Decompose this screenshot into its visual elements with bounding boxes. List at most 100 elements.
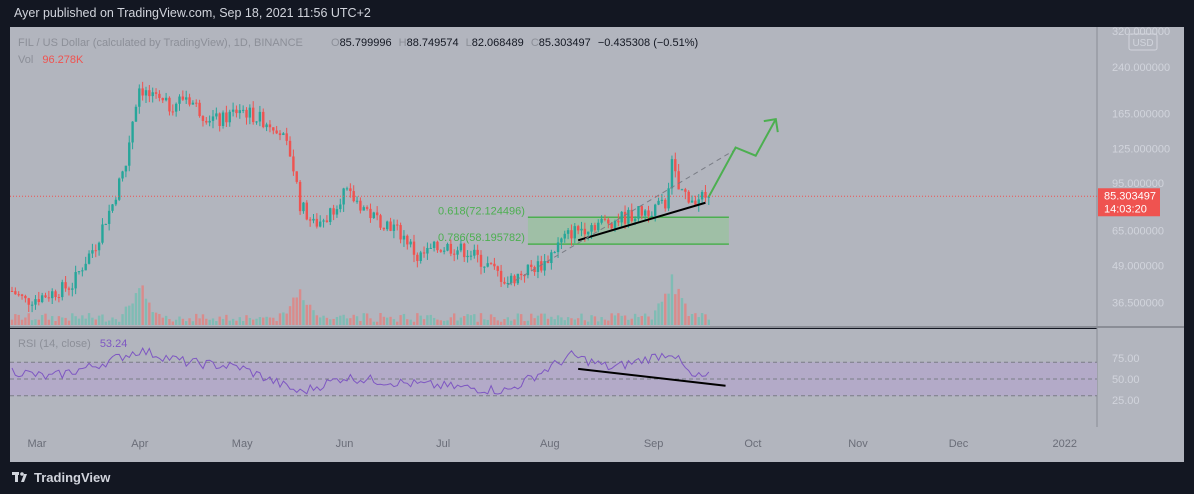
- volume-bar: [687, 316, 690, 325]
- last-price-countdown: 14:03:20: [1104, 203, 1147, 215]
- candle-body: [94, 250, 97, 252]
- candle-body: [141, 88, 144, 96]
- price-axis-pane[interactable]: [1097, 27, 1184, 462]
- volume-bar: [620, 315, 623, 325]
- volume-bar: [288, 306, 292, 325]
- candlesticks: [10, 81, 710, 313]
- candle-body: [111, 204, 114, 211]
- candle-body: [449, 243, 453, 254]
- volume-bar: [87, 313, 91, 325]
- candle-body: [355, 200, 359, 202]
- candle-body: [456, 250, 459, 255]
- volume-bar: [332, 318, 335, 325]
- legend-l-label: L: [466, 37, 472, 49]
- volume-bar: [506, 317, 509, 325]
- price-pane[interactable]: [10, 27, 1097, 327]
- volume-bar: [633, 313, 637, 325]
- candle-body: [101, 224, 104, 243]
- volume-bar: [262, 317, 265, 325]
- candle-body: [295, 171, 298, 182]
- volume-bar: [697, 317, 700, 325]
- volume-bar: [185, 321, 188, 325]
- volume-bar: [265, 316, 268, 325]
- volume-bar: [436, 319, 439, 325]
- volume-bar: [476, 321, 479, 325]
- candle-body: [87, 253, 91, 264]
- candle-body: [657, 200, 660, 205]
- volume-bar: [419, 315, 422, 325]
- tradingview-logo-icon: [12, 472, 27, 482]
- candle-body: [600, 218, 603, 223]
- volume-bar: [463, 316, 466, 325]
- volume-bar: [553, 319, 556, 325]
- candle-body: [84, 263, 87, 271]
- candle-body: [292, 156, 295, 172]
- candle-body: [587, 231, 590, 235]
- volume-bar: [51, 316, 54, 325]
- candle-body: [252, 107, 255, 123]
- candle-body: [208, 120, 211, 123]
- time-tick-label: Nov: [848, 438, 868, 450]
- currency-badge[interactable]: [1128, 33, 1158, 51]
- drawings[interactable]: [507, 117, 779, 387]
- candle-body: [650, 215, 654, 217]
- volume-bar: [509, 320, 513, 325]
- volume-bar: [71, 313, 74, 325]
- volume-bar: [211, 318, 215, 325]
- volume-bar: [94, 319, 97, 325]
- time-tick-label: Sep: [644, 438, 664, 450]
- price-trendline[interactable]: [577, 201, 706, 242]
- candle-body: [513, 275, 516, 284]
- volume-bar: [556, 315, 560, 325]
- projection-path[interactable]: [707, 118, 777, 198]
- volume-bar: [235, 320, 238, 325]
- candle-body: [241, 109, 245, 111]
- rsi-divergence-line[interactable]: [578, 367, 726, 387]
- candle-body: [700, 191, 704, 200]
- volume-bar: [302, 300, 305, 325]
- price-tick-label: 95.000000: [1112, 178, 1164, 190]
- projection-arrowhead[interactable]: [763, 117, 779, 133]
- brand-name: TradingView: [34, 469, 111, 485]
- candle-body: [643, 210, 647, 216]
- candle-body: [563, 233, 566, 239]
- dashed-channel-line[interactable]: [507, 149, 736, 286]
- volume-bar: [654, 310, 657, 325]
- candle-body: [466, 255, 469, 258]
- rsi-axis[interactable]: 75.00 50.00 25.00: [1112, 353, 1140, 407]
- volume-bar: [429, 314, 432, 325]
- candle-body: [332, 208, 335, 215]
- time-tick-label: Aug: [540, 438, 560, 450]
- candle-body: [506, 283, 509, 285]
- price-chart[interactable]: 0.618(72.124496) 0.786(58.195782) FIL / U…: [0, 27, 1194, 462]
- candle-body: [57, 297, 61, 299]
- volume-bar: [168, 319, 171, 325]
- volume-bar: [630, 318, 633, 325]
- price-axis[interactable]: 320.000000 240.000000 165.000000 125.000000…: [1112, 27, 1170, 309]
- volume-bar: [20, 319, 24, 325]
- time-axis[interactable]: Mar Apr May Jun Jul Aug Sep Oct Nov Dec 2022: [27, 438, 1077, 450]
- volume-bar: [526, 320, 530, 325]
- volume-bar: [201, 314, 205, 325]
- volume-bar: [44, 313, 47, 325]
- volume-bar: [473, 314, 476, 325]
- time-axis-pane[interactable]: [10, 427, 1097, 462]
- volume-bar: [114, 319, 118, 325]
- candle-body: [493, 263, 496, 267]
- candle-body: [114, 199, 118, 205]
- volume-bar: [275, 321, 278, 325]
- candle-body: [282, 133, 285, 136]
- candle-body: [499, 270, 503, 282]
- volume-bar: [523, 321, 526, 325]
- volume-bar: [409, 319, 412, 325]
- volume-bar: [362, 313, 365, 325]
- volume-bar: [566, 317, 570, 325]
- footer: TradingView: [0, 462, 1194, 494]
- candle-body: [633, 218, 637, 222]
- candle-body: [30, 304, 34, 306]
- candle-body: [148, 90, 151, 97]
- candle-body: [476, 249, 479, 255]
- volume-bar: [453, 313, 456, 325]
- volume-bar: [228, 320, 231, 325]
- brand[interactable]: TradingView: [12, 469, 110, 485]
